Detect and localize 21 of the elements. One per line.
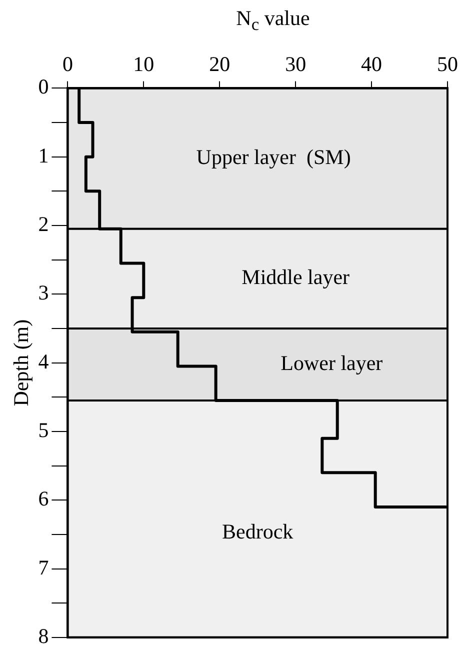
y-tick-label: 3 xyxy=(38,280,49,305)
x-tick-label: 10 xyxy=(133,52,154,76)
x-axis-title: N$_{c}$ value xyxy=(235,6,311,36)
y-tick-label: 4 xyxy=(38,349,50,374)
band-label: Upper layer (SM) xyxy=(196,145,351,170)
x-tick-label: 30 xyxy=(285,52,306,76)
band-label: Middle layer xyxy=(242,265,350,290)
y-tick-label: 0 xyxy=(38,74,49,99)
y-tick-label: 1 xyxy=(38,143,49,168)
y-tick-label: 5 xyxy=(38,418,49,442)
x-tick-label: 0 xyxy=(62,52,73,76)
y-axis-title: Depth (m) xyxy=(9,319,34,406)
band-label: Bedrock xyxy=(222,520,294,544)
x-tick-label: 50 xyxy=(437,52,458,76)
x-tick-label: 20 xyxy=(209,52,230,76)
y-tick-label: 6 xyxy=(38,486,49,511)
y-tick-label: 8 xyxy=(38,624,49,648)
y-tick-label: 2 xyxy=(38,212,49,236)
x-tick-label: 40 xyxy=(361,52,382,76)
band-label: Lower layer xyxy=(280,351,383,376)
y-tick-label: 7 xyxy=(38,555,49,580)
